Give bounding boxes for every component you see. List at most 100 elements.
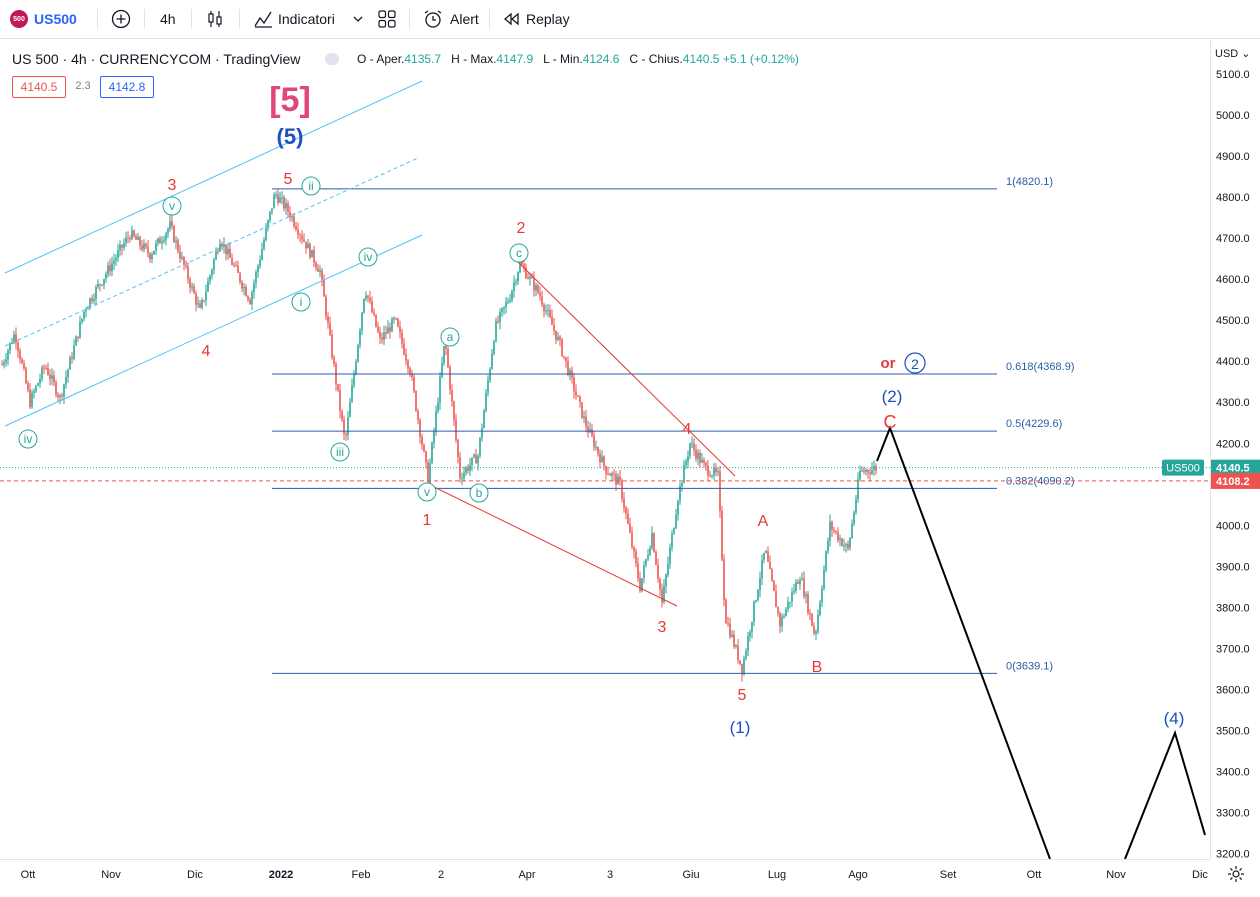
candle-body [7, 350, 9, 360]
candle-body [113, 260, 115, 264]
candle-body [525, 267, 527, 279]
candle-body [231, 257, 233, 265]
candle-body [649, 547, 651, 555]
gear-icon [1228, 866, 1244, 882]
candle-body [313, 249, 315, 263]
candle-body [481, 428, 483, 438]
candle-body [507, 301, 509, 303]
symbol-search[interactable]: 500 US500 [10, 0, 77, 38]
candle-body [635, 551, 637, 564]
candle-body [497, 320, 499, 323]
alert-button[interactable]: Alert [422, 0, 479, 38]
candle-body [493, 341, 495, 354]
candle-body [601, 456, 603, 463]
time-tick-label: Set [940, 869, 957, 881]
candle-body [631, 532, 633, 548]
wave-label-c: c [516, 246, 522, 260]
settings-button[interactable] [1226, 864, 1246, 884]
chart-canvas[interactable]: 1(4820.1) 0.618(4368.9) 0.5(4229.6) 0.382(4… [0, 40, 1210, 859]
candle-body [517, 272, 519, 282]
compare-button[interactable] [110, 0, 132, 38]
candle-body [417, 410, 419, 420]
currency-selector[interactable]: USD ⌄ [1215, 47, 1251, 60]
price-tick-label: 3700.0 [1216, 643, 1250, 655]
candle-body [375, 314, 377, 327]
layout-button[interactable] [377, 0, 397, 38]
change-value: +5.1 (+0.12%) [722, 52, 799, 66]
candle-body [369, 297, 371, 302]
time-axis[interactable]: Ott Nov Dic 2022 Feb 2 Apr 3 Giu Lug Ago Set Ott Nov D… [0, 859, 1210, 897]
chart-pane[interactable]: 1(4820.1) 0.618(4368.9) 0.5(4229.6) 0.382(4… [0, 40, 1210, 859]
candle-body [427, 462, 429, 486]
candle-body [851, 523, 853, 538]
candle-body [513, 282, 515, 291]
wave-label-iv2-circle [358, 247, 378, 267]
indicators-dropdown-button[interactable] [352, 0, 364, 38]
wave-label-5-blue: (5) [277, 124, 304, 149]
candles[interactable] [1, 188, 877, 682]
wave-label-3b: 3 [658, 619, 667, 636]
fib-level-label: 0.618(4368.9) [1006, 361, 1075, 373]
candle-body [569, 370, 571, 375]
replay-button[interactable]: Replay [502, 0, 570, 38]
candle-body [615, 474, 617, 485]
candle-body [643, 565, 645, 579]
candle-body [819, 602, 821, 615]
candle-body [479, 437, 481, 456]
candle-body [167, 228, 169, 234]
candle-body [31, 392, 33, 408]
candle-body [63, 384, 65, 397]
alarm-clock-icon [424, 10, 442, 28]
candle-body [581, 402, 583, 418]
projection-wave-4 [1124, 729, 1206, 859]
time-tick-label: 2022 [269, 869, 293, 881]
time-axis-canvas[interactable]: Ott Nov Dic 2022 Feb 2 Apr 3 Giu Lug Ago Set Ott Nov D… [0, 860, 1210, 897]
candle-body [579, 396, 581, 403]
candle-body [387, 327, 389, 334]
candle-body [501, 308, 503, 312]
trendline-upper [517, 261, 736, 477]
candle-body [227, 248, 229, 255]
candle-body [495, 320, 497, 342]
wave-label-ii: ii [308, 179, 313, 193]
candle-body [323, 279, 325, 297]
price-tick-label: 3900.0 [1216, 561, 1250, 573]
candle-body [309, 243, 311, 258]
candle-body [685, 461, 687, 465]
candle-body [421, 436, 423, 445]
candle-body [153, 250, 155, 255]
candle-body [121, 244, 123, 248]
candle-body [769, 561, 771, 570]
candle-body [623, 498, 625, 508]
candle-body [625, 507, 627, 514]
candle-body [129, 237, 131, 240]
buy-price-button[interactable]: 4142.8 [100, 76, 154, 98]
chart-type-button[interactable] [205, 0, 227, 38]
indicators-button[interactable]: Indicatori [252, 0, 335, 38]
candle-body [515, 281, 517, 283]
symbol-name: US500 [34, 11, 77, 27]
price-axis-canvas[interactable]: 5100.0 5000.0 4900.0 4800.0 4700.0 4600.0 4500… [1211, 40, 1260, 859]
candle-body [201, 300, 203, 308]
candle-body [611, 473, 613, 476]
candle-body [591, 429, 593, 436]
candle-body [485, 392, 487, 411]
candle-body [143, 243, 145, 250]
interval-button[interactable]: 4h [160, 11, 176, 27]
candle-body [425, 451, 427, 463]
candle-body [5, 359, 7, 363]
candle-body [553, 324, 555, 331]
candle-body [353, 373, 355, 386]
candle-body [265, 228, 267, 240]
price-axis[interactable]: 5100.0 5000.0 4900.0 4800.0 4700.0 4600.0 4500… [1210, 40, 1260, 859]
candle-body [21, 359, 23, 364]
legend-toggle[interactable] [325, 53, 339, 65]
candle-body [557, 336, 559, 340]
sell-price-button[interactable]: 4140.5 [12, 76, 66, 98]
candle-body [741, 663, 743, 675]
candle-body [597, 447, 599, 454]
top-toolbar: 500 US500 4h Indicatori Alert Replay [0, 0, 1260, 39]
time-tick-label: Dic [187, 869, 203, 881]
candle-body [609, 474, 611, 476]
candle-body [131, 230, 133, 240]
